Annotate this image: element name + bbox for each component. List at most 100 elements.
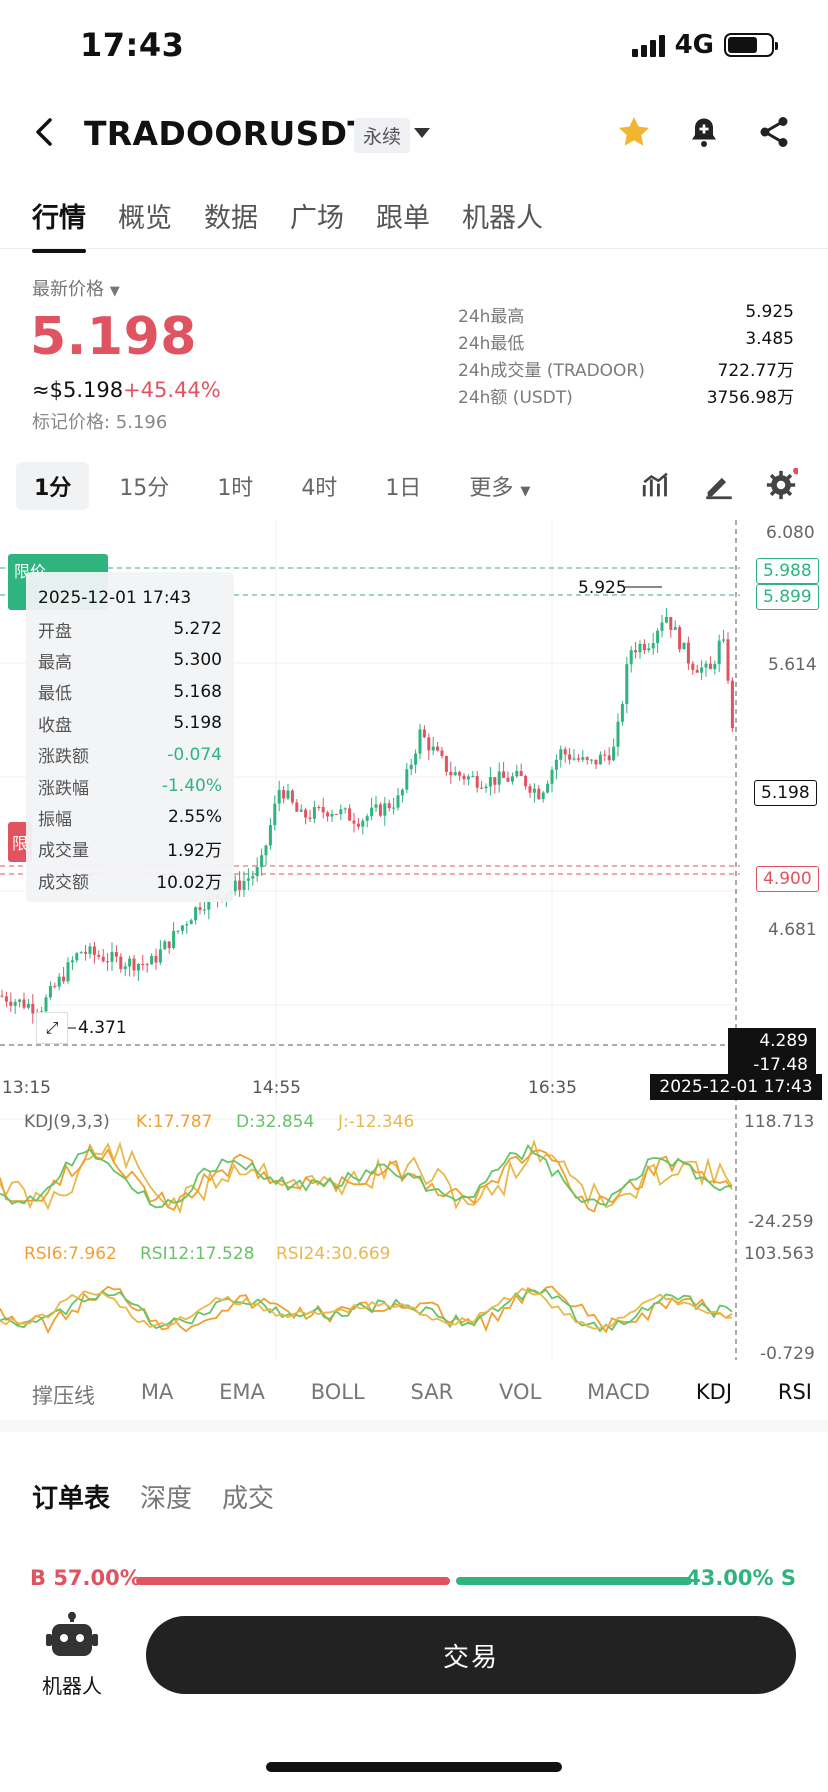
robot-icon[interactable] xyxy=(44,1612,100,1666)
kdj-title: KDJ(9,3,3) xyxy=(24,1112,110,1132)
tooltip-row: 最低 5.168 xyxy=(38,681,222,705)
share-icon[interactable] xyxy=(754,112,794,152)
pair-title[interactable]: TRADOORUSDT xyxy=(84,114,371,153)
expand-icon[interactable]: ⤢ xyxy=(36,1012,68,1044)
candle-body xyxy=(405,769,409,790)
indicator-tab-vol[interactable]: VOL xyxy=(499,1380,542,1404)
candle-body xyxy=(458,772,462,776)
kdj-d-value: D:32.854 xyxy=(236,1112,315,1132)
candle-body xyxy=(295,802,299,812)
candle-body xyxy=(88,946,92,954)
candle-body xyxy=(453,772,457,776)
buy-ratio: B 57.00% xyxy=(30,1566,141,1590)
candle-body xyxy=(260,855,264,868)
indicator-tab-macd[interactable]: MACD xyxy=(587,1380,651,1404)
kdj-ymax: 118.713 xyxy=(744,1112,815,1132)
tab-square[interactable]: 广场 xyxy=(290,203,344,234)
candle-body xyxy=(132,958,136,971)
network-label: 4G xyxy=(674,30,714,60)
tab-bot[interactable]: 机器人 xyxy=(462,203,543,234)
candle-body xyxy=(497,771,501,785)
section-divider xyxy=(0,1420,828,1432)
candle-body xyxy=(603,754,607,756)
interval-1d[interactable]: 1日 xyxy=(385,476,422,501)
indicator-tab-boll[interactable]: BOLL xyxy=(310,1380,365,1404)
candle-body xyxy=(682,642,686,650)
order-line-tag[interactable]: 4.900 xyxy=(756,866,819,892)
price-change: +45.44% xyxy=(123,378,221,402)
stat-row: 24h成交量 (TRADOOR) 722.77万 xyxy=(458,361,794,381)
candle-body xyxy=(418,729,422,754)
candle-body xyxy=(510,776,514,782)
candle-body xyxy=(396,795,400,808)
mark-price: 标记价格: 5.196 xyxy=(32,412,168,433)
kdj-k-value: K:17.787 xyxy=(136,1112,213,1132)
order-line-tag[interactable]: 5.988 xyxy=(756,558,819,584)
robot-label[interactable]: 机器人 xyxy=(42,1674,102,1698)
tab-market[interactable]: 行情 xyxy=(32,196,86,253)
battery-icon xyxy=(724,33,778,57)
candle-body xyxy=(436,746,440,751)
candle-body xyxy=(374,804,378,808)
pair-dropdown-icon[interactable] xyxy=(414,128,430,138)
crosshair-time: 2025-12-01 17:43 xyxy=(650,1074,822,1100)
draw-pen-icon[interactable] xyxy=(702,468,736,502)
tab-orderbook[interactable]: 订单表 xyxy=(32,1484,111,1514)
candle-body xyxy=(550,769,554,784)
candle-body xyxy=(176,930,180,932)
candle-body xyxy=(581,757,585,760)
price-alert-icon[interactable] xyxy=(684,112,724,152)
candle-body xyxy=(651,643,655,649)
back-icon[interactable] xyxy=(28,114,64,150)
tab-overview[interactable]: 概览 xyxy=(118,203,172,234)
candle-body xyxy=(356,823,360,827)
indicator-tab-support[interactable]: 撑压线 xyxy=(32,1384,95,1408)
candlestick-chart[interactable] xyxy=(0,520,828,1360)
indicator-tab-ma[interactable]: MA xyxy=(140,1380,174,1404)
candle-body xyxy=(57,976,61,987)
candle-body xyxy=(268,825,272,846)
candle-body xyxy=(106,961,110,963)
indicator-tab-rsi[interactable]: RSI xyxy=(777,1380,812,1404)
interval-15m[interactable]: 15分 xyxy=(119,476,170,501)
candle-body xyxy=(722,639,726,641)
indicator-tab-kdj[interactable]: KDJ xyxy=(695,1380,733,1404)
tab-trades[interactable]: 成交 xyxy=(222,1484,275,1514)
settings-gear-icon[interactable] xyxy=(764,467,801,502)
candle-body xyxy=(568,754,572,760)
indicator-tab-sar[interactable]: SAR xyxy=(410,1380,454,1404)
candle-body xyxy=(251,876,255,879)
interval-4h[interactable]: 4时 xyxy=(301,476,338,501)
indicator-tab-ema[interactable]: EMA xyxy=(219,1380,265,1404)
tab-data[interactable]: 数据 xyxy=(204,203,258,234)
interval-1m[interactable]: 1分 xyxy=(16,462,90,510)
interval-1h[interactable]: 1时 xyxy=(217,476,254,501)
favorite-star-icon[interactable] xyxy=(614,112,654,152)
rsi12-value: RSI12:17.528 xyxy=(140,1244,255,1264)
candle-body xyxy=(409,764,413,770)
candle-body xyxy=(625,664,629,705)
indicator-chart-icon[interactable] xyxy=(640,468,674,502)
sell-ratio: 43.00% S xyxy=(686,1566,796,1590)
candle-body xyxy=(4,996,8,1002)
candle-body xyxy=(488,777,492,787)
candle-body xyxy=(66,962,70,982)
candle-body xyxy=(638,643,642,653)
tab-depth[interactable]: 深度 xyxy=(140,1484,193,1514)
tab-copy-trade[interactable]: 跟单 xyxy=(376,203,430,234)
indicator-line xyxy=(0,1143,733,1213)
interval-more[interactable]: 更多 ▼ xyxy=(469,476,531,501)
candle-body xyxy=(414,753,418,765)
candle-body xyxy=(185,924,189,926)
trade-button[interactable]: 交易 xyxy=(146,1616,796,1694)
candle-body xyxy=(726,639,730,681)
candle-body xyxy=(158,949,162,963)
latest-price-label[interactable]: 最新价格 ▼ xyxy=(32,279,120,300)
buy-ratio-bar xyxy=(136,1577,450,1585)
candle-body xyxy=(194,907,198,921)
candle-body xyxy=(172,930,176,949)
tooltip-time: 2025-12-01 17:43 xyxy=(38,587,192,608)
candle-body xyxy=(704,663,708,668)
order-line-tag[interactable]: 5.899 xyxy=(756,584,819,610)
candle-body xyxy=(282,789,286,799)
